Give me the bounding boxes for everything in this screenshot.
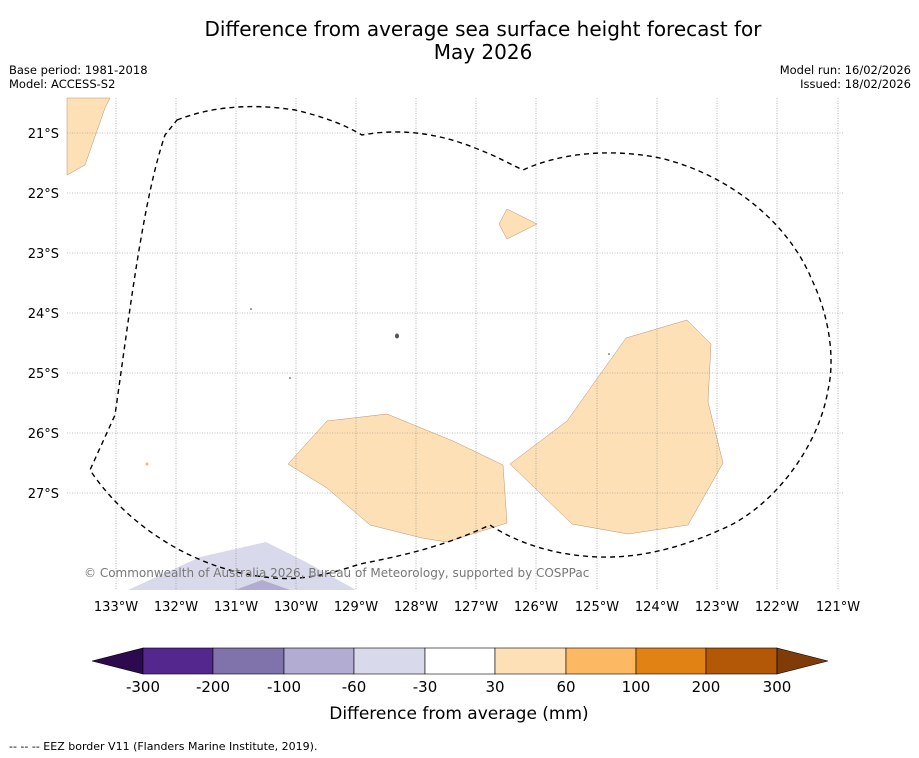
anomaly-positive-center: [287, 413, 508, 543]
lon-label: 128°W: [394, 600, 438, 615]
base-period: Base period: 1981-2018: [9, 63, 148, 77]
colorbar-tick-label: 60: [556, 678, 575, 696]
colorbar-extend-min: [91, 647, 144, 675]
colorbar-tick-label: -300: [126, 678, 160, 696]
lat-label: 25°S: [28, 367, 59, 382]
colorbar-ticks: -300 -200 -100 -60 -30 30 60 100 200 300: [126, 678, 791, 696]
colorbar-extend-max: [776, 647, 829, 675]
anomaly-dot: [145, 462, 149, 466]
island-marker-2: [250, 308, 252, 310]
issued-date: Issued: 18/02/2026: [800, 77, 911, 91]
meta-left: Base period: 1981-2018 Model: ACCESS-S2: [9, 63, 148, 91]
lon-label: 132°W: [154, 600, 198, 615]
anomaly-negative-core: [235, 580, 290, 590]
longitude-labels: 133°W 132°W 131°W 130°W 129°W 128°W 127°…: [94, 600, 860, 615]
lat-label: 22°S: [28, 187, 59, 202]
copyright-notice: © Commonwealth of Australia 2026, Bureau…: [84, 566, 589, 580]
eez-legend: -- -- -- EEZ border V11 (Flanders Marine…: [9, 740, 318, 753]
model-name: Model: ACCESS-S2: [9, 77, 116, 91]
map-area: © Commonwealth of Australia 2026, Bureau…: [66, 97, 843, 590]
title-line-1: Difference from average sea surface heig…: [204, 17, 762, 41]
lat-label: 27°S: [28, 487, 59, 502]
island-marker: [395, 333, 399, 339]
anomaly-positive-small: [498, 208, 538, 240]
colorbar-segment: [705, 647, 778, 675]
gridlines: [67, 98, 843, 590]
lon-label: 121°W: [816, 600, 860, 615]
colorbar-tick-label: -30: [413, 678, 438, 696]
colorbar-tick-label: 30: [485, 678, 504, 696]
lat-label: 24°S: [28, 307, 59, 322]
colorbar-segment: [283, 647, 355, 675]
colorbar-tick-label: 300: [763, 678, 792, 696]
island-marker-3: [289, 377, 291, 379]
lat-label: 23°S: [28, 247, 59, 262]
lat-label: 26°S: [28, 427, 59, 442]
colorbar-segment: [142, 647, 214, 675]
lon-label: 122°W: [755, 600, 799, 615]
anomaly-positive-east: [509, 319, 724, 535]
colorbar-segment: [565, 647, 637, 675]
latitude-labels: 21°S 22°S 23°S 24°S 25°S 26°S 27°S: [28, 127, 59, 502]
colorbar-tick-label: -100: [267, 678, 301, 696]
colorbar-tick-label: 100: [622, 678, 651, 696]
meta-right: Model run: 16/02/2026 Issued: 18/02/2026: [780, 63, 911, 91]
anomaly-positive-nw: [66, 97, 111, 176]
lon-label: 129°W: [334, 600, 378, 615]
map-title: Difference from average sea surface heig…: [0, 18, 919, 64]
title-line-2: May 2026: [433, 40, 533, 64]
colorbar-segment: [494, 647, 567, 675]
colorbar: [91, 647, 829, 675]
colorbar-segment: [424, 647, 496, 675]
model-run: Model run: 16/02/2026: [779, 63, 911, 77]
colorbar-tick-label: -200: [196, 678, 230, 696]
island-marker-4: [608, 353, 610, 355]
colorbar-tick-label: -60: [342, 678, 367, 696]
lon-label: 124°W: [635, 600, 679, 615]
lon-label: 126°W: [514, 600, 558, 615]
lon-label: 133°W: [94, 600, 138, 615]
colorbar-segment: [635, 647, 707, 675]
anomaly-negative-sw: [128, 542, 356, 590]
colorbar-segment: [212, 647, 285, 675]
colorbar-title: Difference from average (mm): [329, 704, 588, 724]
lon-label: 130°W: [274, 600, 318, 615]
lon-label: 123°W: [695, 600, 739, 615]
colorbar-tick-label: 200: [692, 678, 721, 696]
lon-label: 125°W: [575, 600, 619, 615]
colorbar-segment: [353, 647, 426, 675]
lon-label: 131°W: [214, 600, 258, 615]
eez-border: [89, 105, 832, 580]
lon-label: 127°W: [454, 600, 498, 615]
lat-label: 21°S: [28, 127, 59, 142]
